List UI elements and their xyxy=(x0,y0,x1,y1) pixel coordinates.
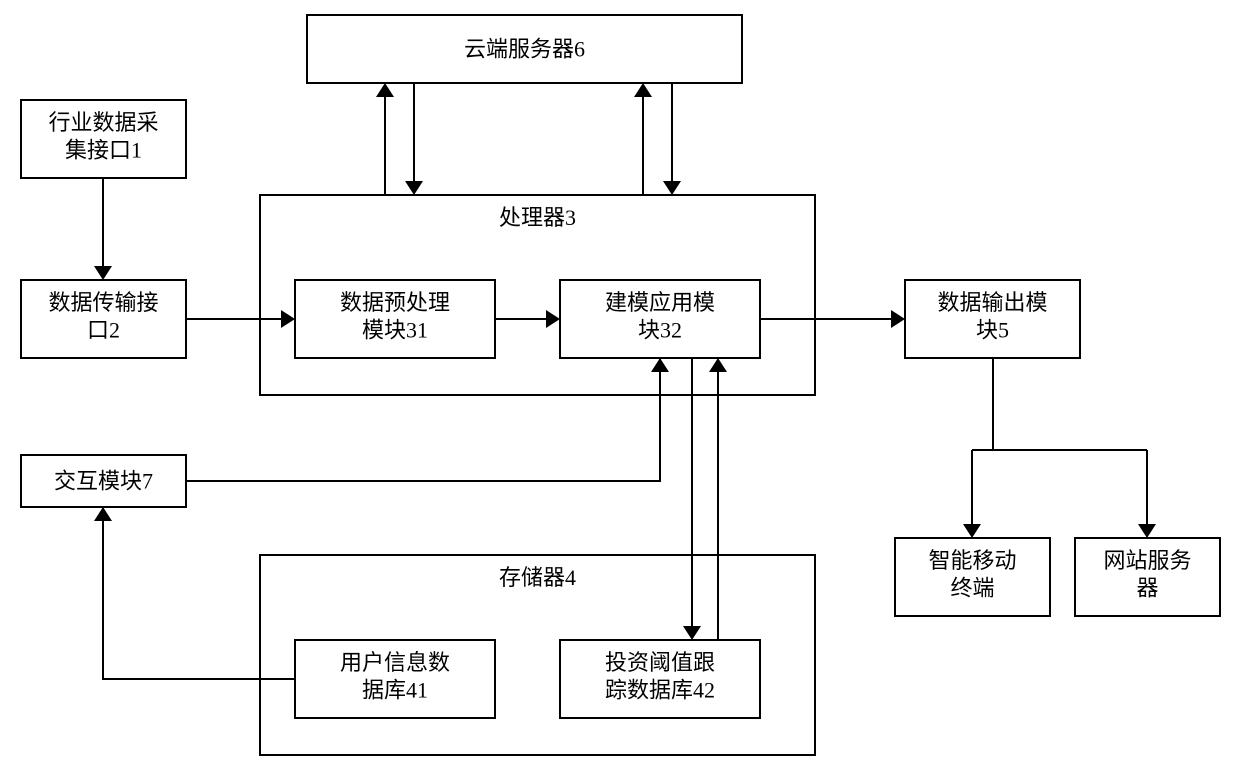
preprocess: 数据预处理模块31 xyxy=(295,280,495,358)
modeling: 建模应用模块32 xyxy=(560,280,760,358)
edge-cloud-to-pre-down xyxy=(405,83,423,195)
preprocess-line-0: 数据预处理 xyxy=(340,290,450,315)
mobile_term-line-0: 智能移动 xyxy=(928,548,1016,573)
modeling-line-1: 块32 xyxy=(638,318,682,343)
threshold_db: 投资阈值跟踪数据库42 xyxy=(560,640,760,718)
storage-title: 存储器4 xyxy=(499,565,576,590)
edge-split-to-mobile xyxy=(963,450,981,538)
data_transfer: 数据传输接口2 xyxy=(21,280,186,358)
interaction-label: 交互模块7 xyxy=(54,469,153,494)
data_output-line-1: 块5 xyxy=(976,318,1009,343)
website_srv-line-0: 网站服务 xyxy=(1103,548,1191,573)
modeling-line-0: 建模应用模 xyxy=(605,290,715,315)
preprocess-line-1: 模块31 xyxy=(362,318,428,343)
arrowhead xyxy=(891,310,905,328)
edge-pre-to-cloud-up xyxy=(376,83,394,195)
user_db-line-0: 用户信息数 xyxy=(340,650,450,675)
website_srv-line-1: 器 xyxy=(1136,576,1158,601)
arrowhead xyxy=(376,83,394,97)
edge-model-to-cloud-up xyxy=(634,83,652,195)
cloud_server-label: 云端服务器6 xyxy=(464,37,585,62)
mobile_term: 智能移动终端 xyxy=(895,538,1050,616)
data_output: 数据输出模块5 xyxy=(905,280,1080,358)
threshold_db-line-1: 踪数据库42 xyxy=(605,678,715,703)
edge-collect-to-transfer xyxy=(94,178,112,280)
edge-cloud-to-model-down xyxy=(663,83,681,195)
data_collect-line-1: 集接口1 xyxy=(65,138,142,163)
data_collect-line-0: 行业数据采 xyxy=(48,110,158,135)
interaction: 交互模块7 xyxy=(21,455,186,507)
user_db: 用户信息数据库41 xyxy=(295,640,495,718)
data_collect: 行业数据采集接口1 xyxy=(21,100,186,178)
mobile_term-line-1: 终端 xyxy=(950,576,994,601)
arrowhead xyxy=(405,181,423,195)
arrowhead xyxy=(963,524,981,538)
threshold_db-line-0: 投资阈值跟 xyxy=(605,650,715,675)
website_srv: 网站服务器 xyxy=(1075,538,1220,616)
cloud_server: 云端服务器6 xyxy=(307,15,742,83)
data_transfer-line-0: 数据传输接 xyxy=(48,290,158,315)
data_transfer-line-1: 口2 xyxy=(87,318,120,343)
edge-split-to-website xyxy=(1138,450,1156,538)
processor-title: 处理器3 xyxy=(499,205,576,230)
user_db-line-1: 据库41 xyxy=(362,678,428,703)
arrowhead xyxy=(1138,524,1156,538)
arrowhead xyxy=(634,83,652,97)
arrowhead xyxy=(663,181,681,195)
data_output-line-0: 数据输出模 xyxy=(937,290,1047,315)
arrowhead xyxy=(94,266,112,280)
arrowhead xyxy=(94,507,112,521)
